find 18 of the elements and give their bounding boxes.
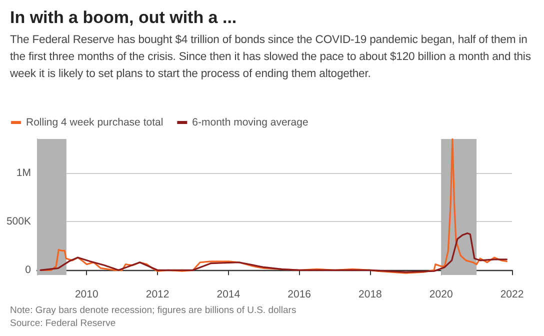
- x-tick-label: 2012: [146, 288, 170, 300]
- line-series: [40, 232, 508, 273]
- chart-subtitle: The Federal Reserve has bought $4 trillion of bonds since the COVID-19 pandemic began, half of them in the first three months of the crisis. Since then it has slowed the pace to about $120 billion a month and this week it is likely to set plans to start the process of ending them altogether.: [10, 33, 532, 82]
- line-series: [40, 138, 508, 274]
- x-tick-label: 2022: [500, 288, 524, 300]
- x-tick-label: 2014: [216, 288, 240, 300]
- legend-label: 6-month moving average: [192, 116, 308, 128]
- text: Note: Gray bars denote recession; figures are billions of U.S. dollars: [10, 304, 296, 317]
- x-tick-label: 2016: [288, 288, 312, 300]
- legend-label: Rolling 4 week purchase total: [26, 116, 164, 128]
- y-tick-label: 500K: [6, 216, 31, 228]
- chart-title: In with a boom, out with a ...: [10, 8, 237, 28]
- y-tick-label: 1M: [16, 167, 31, 179]
- x-tick-label: 2018: [358, 288, 382, 300]
- x-tick-label: 2020: [429, 288, 453, 300]
- x-tick-label: 2010: [74, 288, 98, 300]
- y-tick-label: 0: [25, 264, 32, 276]
- source-note: Source: Federal Reserve: [10, 317, 117, 330]
